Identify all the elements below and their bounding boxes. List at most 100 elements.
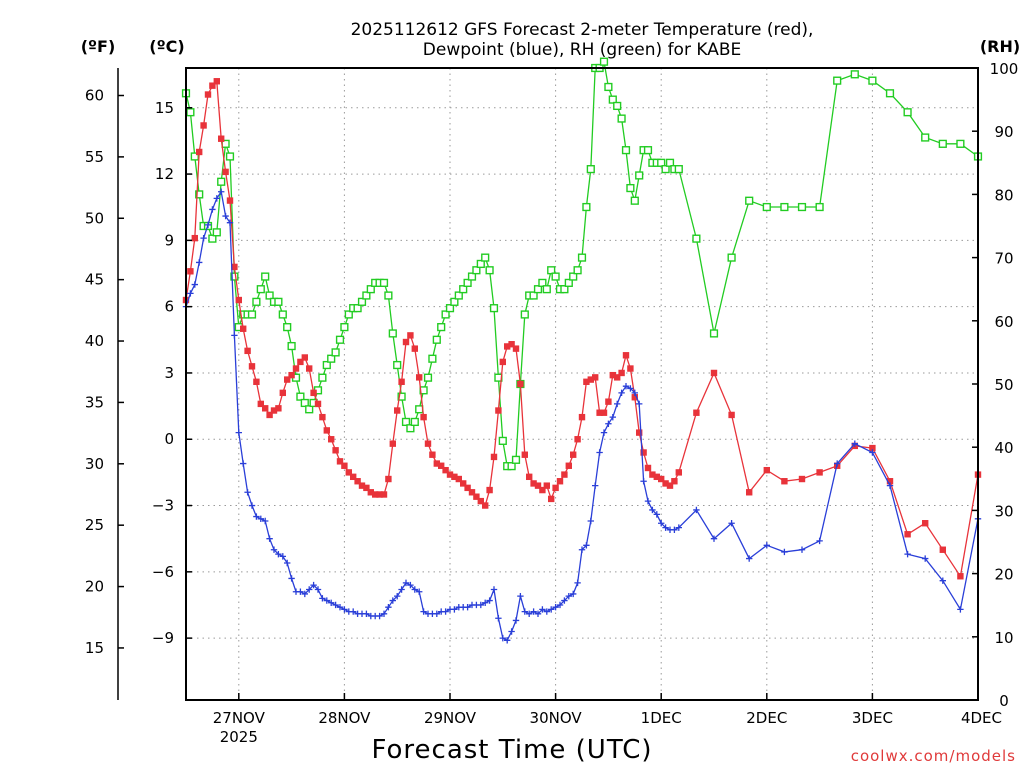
fahrenheit-tick-label: 15 [85,639,104,657]
dewpoint-point [442,608,449,615]
rh-point [485,266,494,275]
dewpoint-point [939,577,946,584]
rh-point [956,139,965,148]
dewpoint-point [402,579,410,587]
rh-point [415,405,424,414]
dewpoint-point [240,460,247,467]
dewpoint-point [319,595,326,602]
temperature-point [416,374,423,381]
rh-point [384,291,393,300]
temperature-point [781,478,788,485]
rh-point [357,297,367,306]
rh-axis: 0 10 20 30 40 50 60 70 80 90 100 [972,60,1018,710]
temperature-point [367,489,374,496]
dewpoint-point [578,546,586,553]
rh-point [261,272,270,281]
dewpoint-point [649,506,656,514]
dewpoint-point [534,610,542,618]
dewpoint-point [640,478,647,485]
temperature-point [257,400,264,408]
rh-point [327,354,336,363]
celsius-tick-label: 3 [164,364,174,382]
temperature-point [658,475,665,483]
rh-point [617,114,626,123]
temperature-point [297,358,304,366]
temperature-point [618,369,625,377]
temperature-point [350,473,357,481]
rh-point [300,398,309,408]
celsius-axis: −9 −6 −3 0 3 6 9 12 15 [152,99,192,647]
temperature-point [244,347,251,355]
dewpoint-point [596,449,603,456]
temperature-point [376,491,383,498]
rh-point [780,202,789,212]
rh-point [410,417,419,427]
rh-point [208,234,217,243]
dewpoint-point [574,579,581,587]
dewpoint-point [328,599,335,606]
temperature-point [534,482,542,489]
temperature-point [526,473,533,481]
temperature-point [358,482,366,489]
temperature-point [275,405,282,412]
rh-tick-label: 60 [994,313,1013,331]
2-meter-temperature-c-line [185,79,979,579]
source-credit: coolwx.com/models [851,747,1016,765]
rh-point [353,304,362,313]
dewpoint-point [622,383,630,390]
temperature-point [411,345,418,352]
dewpoint-point [548,606,555,613]
dewpoint-point [248,502,256,509]
temperature-point [226,197,234,204]
dewpoint-point [222,212,229,220]
rh-point [569,272,578,281]
dewpoint-point [499,634,506,642]
grid-lines [186,68,978,700]
fahrenheit-tick-label: 45 [85,271,104,289]
time-tick-year-label: 2025 [220,728,258,746]
chart-title-line1: 2025112612 GFS Forecast 2-meter Temperat… [351,20,814,40]
temperature-point [596,409,603,416]
dewpoint-point [376,612,383,620]
temperature-point [649,471,656,478]
rh-unit-label: (RH) [980,37,1020,56]
dewpoint-point [200,234,207,242]
temperature-point [187,268,194,275]
rh-tick-label: 30 [994,502,1013,520]
temperature-point [328,436,335,443]
dewpoint-point [627,385,634,392]
dewpoint-point [521,608,528,615]
temperature-point [451,473,458,481]
temperature-point [631,394,638,401]
dewpoint-point [530,608,537,615]
temperature-point [204,91,212,98]
rh-point [538,278,547,287]
fahrenheit-tick-label: 60 [85,86,104,104]
time-tick-label: 3DEC [852,709,893,727]
rh-point [542,285,551,294]
rh-point [278,310,287,319]
rh-point [762,202,771,212]
dewpoint-point [411,586,418,593]
temperature-point [314,400,322,408]
temperature-point [270,407,278,414]
temperature-point [746,489,753,496]
temperature-point [556,478,564,485]
dewpoint-point [398,586,405,593]
dewpoint-point [781,548,788,556]
plot-frame [185,67,979,701]
temperature-point [222,168,229,176]
rh-tick-label: 10 [994,629,1013,647]
temperature-point [262,405,269,412]
dewpoint-point [244,489,251,496]
dewpoint-point [671,526,678,534]
rh-point [379,278,389,287]
time-tick-label: 28NOV [318,709,371,727]
dewpoint-point [618,389,625,397]
rh-point [265,291,274,300]
dewpoint-point [798,546,806,553]
rh-point [626,183,635,193]
dewpoint-point [869,449,876,456]
dewpoint-point [728,520,735,527]
